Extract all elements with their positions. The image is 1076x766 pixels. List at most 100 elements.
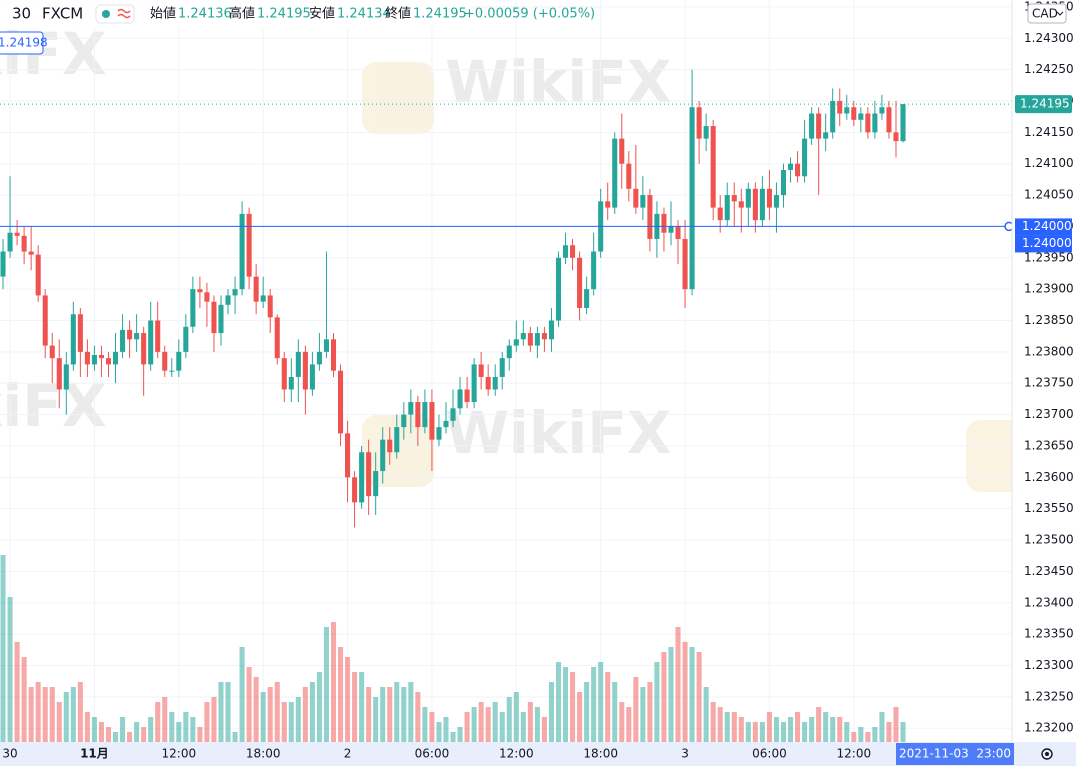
volume-bar bbox=[260, 692, 266, 742]
candle-body bbox=[682, 238, 688, 290]
status-box bbox=[95, 4, 135, 24]
header: 30 FXCM 始値 1.24136 高値 1.24195 安値 1.24134… bbox=[0, 0, 595, 28]
volume-bar bbox=[464, 712, 470, 742]
volume-bar bbox=[155, 702, 161, 742]
y-tick-label: 1.23800 bbox=[1024, 344, 1074, 358]
candle-body bbox=[112, 351, 119, 365]
candle-body bbox=[717, 207, 723, 221]
volume-bar bbox=[450, 732, 456, 742]
currency-box[interactable] bbox=[1027, 3, 1067, 24]
candle-body bbox=[197, 289, 203, 293]
candle-body bbox=[155, 320, 161, 352]
volume-bar bbox=[366, 687, 372, 742]
settings-icon[interactable] bbox=[1041, 748, 1053, 760]
volume-bar bbox=[703, 687, 709, 742]
candle-body bbox=[464, 389, 470, 403]
currency[interactable]: CAD bbox=[1032, 7, 1058, 21]
candle-body bbox=[457, 389, 463, 409]
candle-body bbox=[91, 355, 97, 365]
x-tick-label: 12:00 bbox=[499, 747, 534, 761]
candle-body bbox=[534, 333, 540, 346]
y-tick-label: 1.23850 bbox=[1024, 313, 1074, 327]
volume-bar bbox=[689, 647, 695, 742]
candle-body bbox=[302, 351, 308, 390]
volume-bar bbox=[647, 682, 653, 742]
candle-body bbox=[809, 113, 815, 139]
volume-bar bbox=[816, 707, 822, 742]
interval[interactable]: 30 bbox=[12, 5, 31, 23]
volume-bar bbox=[0, 555, 6, 742]
x-tick-label: 12:00 bbox=[837, 747, 872, 761]
volume-bar bbox=[56, 702, 62, 742]
candle-body bbox=[56, 358, 62, 390]
candle-body bbox=[35, 254, 41, 296]
volume-bar bbox=[612, 682, 618, 742]
candle-body bbox=[345, 433, 351, 478]
candle-body bbox=[802, 138, 808, 177]
candle-body bbox=[886, 107, 892, 133]
left-label: 1.24198 bbox=[0, 36, 48, 50]
candle-body bbox=[548, 320, 554, 340]
candle-body bbox=[745, 188, 751, 208]
candle-body bbox=[267, 295, 273, 318]
x-tick-label: 06:00 bbox=[415, 747, 450, 761]
volume-bar bbox=[457, 727, 463, 742]
volume-bar bbox=[865, 732, 871, 742]
volume-bar bbox=[900, 722, 906, 742]
volume-bar bbox=[492, 702, 498, 742]
volume-bar bbox=[345, 657, 351, 742]
volume-bar bbox=[253, 677, 259, 742]
candle-body bbox=[359, 452, 365, 503]
candle-body bbox=[816, 113, 822, 139]
high-value: 1.24195 bbox=[257, 7, 311, 22]
time-label-box bbox=[896, 743, 1014, 765]
volume-bar bbox=[35, 682, 41, 742]
candle-body bbox=[394, 427, 400, 453]
candle-body bbox=[661, 213, 667, 233]
volume-bar bbox=[548, 682, 554, 742]
volume-bar bbox=[471, 707, 477, 742]
candle-body bbox=[63, 364, 69, 390]
volume-bar bbox=[591, 667, 597, 742]
volume-bar bbox=[527, 702, 533, 742]
candle-body bbox=[28, 251, 34, 255]
candle-body bbox=[281, 358, 287, 390]
candle-body bbox=[724, 195, 730, 221]
volume-bar bbox=[626, 707, 632, 742]
y-tick-label: 1.23300 bbox=[1024, 658, 1074, 672]
settings[interactable] bbox=[1041, 748, 1053, 760]
volume-bar bbox=[879, 712, 885, 742]
volume-bar bbox=[710, 702, 716, 742]
candle-body bbox=[190, 289, 196, 327]
candle-body bbox=[640, 195, 646, 208]
y-tick-label: 1.23700 bbox=[1024, 407, 1074, 421]
candle-body bbox=[738, 201, 744, 208]
candle-body bbox=[562, 245, 569, 258]
header-bg bbox=[0, 0, 470, 28]
volume-bar bbox=[844, 722, 850, 742]
volume-bar bbox=[872, 727, 878, 742]
candle-body bbox=[211, 301, 217, 334]
volume-bar bbox=[520, 712, 526, 742]
candle-body bbox=[330, 339, 337, 371]
y-tick-label: 1.23550 bbox=[1024, 501, 1074, 515]
line-tag bbox=[1015, 235, 1072, 253]
volume-bar bbox=[239, 647, 245, 742]
symbol[interactable]: FXCM bbox=[42, 5, 83, 23]
volume-bar bbox=[77, 682, 83, 742]
candle-body bbox=[858, 113, 864, 120]
candle-body bbox=[626, 163, 632, 189]
candle-body bbox=[120, 329, 126, 352]
close-value: 1.24195 bbox=[413, 7, 467, 22]
volume-bar bbox=[851, 732, 857, 742]
candle-body bbox=[555, 257, 562, 321]
candle-body bbox=[780, 169, 787, 196]
volume-bar bbox=[562, 667, 569, 742]
candle-body bbox=[84, 351, 90, 365]
volume-bar bbox=[274, 682, 280, 742]
y-tick-label: 1.23400 bbox=[1024, 595, 1074, 609]
volume-bar bbox=[640, 687, 646, 742]
volume-bar bbox=[352, 672, 358, 742]
volume-bar bbox=[42, 687, 48, 742]
